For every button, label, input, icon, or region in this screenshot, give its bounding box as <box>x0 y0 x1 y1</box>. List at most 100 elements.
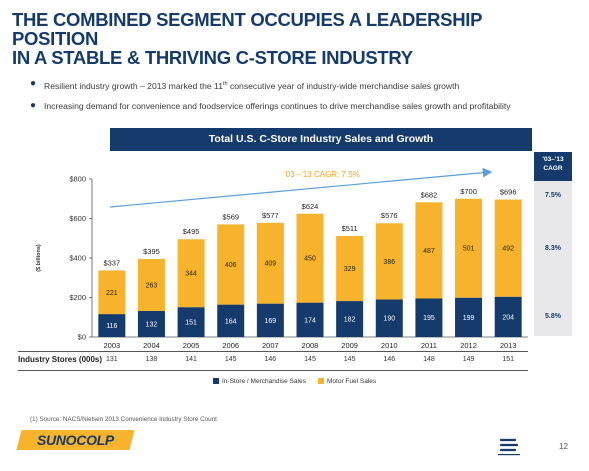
bar-merchandise <box>296 302 324 337</box>
cagr-header: '03–'13 CAGR <box>534 152 572 181</box>
data-label-merchandise: 204 <box>502 314 514 321</box>
page-number: 12 <box>559 442 568 451</box>
data-label-total: $682 <box>421 190 438 199</box>
x-tick-label: 2012 <box>460 341 477 350</box>
data-label-merchandise: 151 <box>185 320 197 327</box>
title-line-2: IN A STABLE & THRIVING C-STORE INDUSTRY <box>12 47 413 68</box>
legend-swatch-merchandise <box>213 378 219 385</box>
data-label-motor-fuel: 450 <box>304 256 316 263</box>
y-tick-label: $0 <box>78 333 86 342</box>
x-tick-label: 2005 <box>183 341 200 350</box>
data-label-motor-fuel: 329 <box>344 266 356 273</box>
bar-motor-fuel <box>415 202 443 299</box>
bar-merchandise <box>494 296 522 337</box>
data-label-total: $577 <box>262 211 279 220</box>
store-count-value: 148 <box>423 356 435 363</box>
industry-stores-row: Industry Stores (000s) 131 138 141 145 146 14… <box>18 351 528 371</box>
bar-merchandise <box>217 304 245 337</box>
data-label-motor-fuel: 487 <box>423 248 435 255</box>
store-count-value: 131 <box>105 356 118 363</box>
store-count-value: 151 <box>502 356 515 363</box>
chart-banner: Total U.S. C-Store Industry Sales and Gr… <box>110 128 532 151</box>
data-label-merchandise: 164 <box>225 318 237 325</box>
data-label-motor-fuel: 406 <box>225 262 237 269</box>
store-count-value: 145 <box>224 356 237 363</box>
page-title: THE COMBINED SEGMENT OCCUPIES A LEADERSH… <box>12 10 572 67</box>
data-label-total: $495 <box>183 227 200 236</box>
bullet-dot-icon: ● <box>30 99 37 111</box>
data-label-merchandise: 116 <box>106 323 117 330</box>
data-label-total: $395 <box>143 247 160 256</box>
bar-merchandise <box>336 301 364 337</box>
bullet-item: ● Resilient industry growth – 2013 marke… <box>30 78 585 92</box>
data-label-total: $624 <box>302 202 319 211</box>
cagr-header-line2: CAGR <box>543 165 563 172</box>
cagr-column <box>534 181 572 336</box>
y-tick-label: $400 <box>69 254 86 263</box>
bullet-list: ● Resilient industry growth – 2013 marke… <box>30 78 585 120</box>
bullet-text-post: consecutive year of industry-wide mercha… <box>227 80 460 91</box>
data-label-motor-fuel: 501 <box>463 246 475 253</box>
bar-motor-fuel <box>494 199 522 297</box>
bar-motor-fuel <box>296 213 324 303</box>
store-count-value: 141 <box>185 356 197 363</box>
data-label-total: $700 <box>460 187 477 196</box>
store-count-value: 146 <box>264 356 277 363</box>
bar-merchandise <box>98 314 126 337</box>
sunoco-logo: SUNOCOLP <box>16 430 135 450</box>
bar-merchandise <box>177 307 205 337</box>
legend-item-fuel: Motor Fuel Sales <box>318 378 376 385</box>
y-tick-label: $800 <box>69 175 86 184</box>
bar-merchandise <box>256 303 284 337</box>
cagr-merch-value: 5.8% <box>545 313 561 320</box>
store-count-value: 138 <box>145 356 158 363</box>
logo-text: SUNOCOLP <box>37 432 114 448</box>
bar-motor-fuel <box>98 270 126 315</box>
bullet-text-sup: th <box>222 81 228 87</box>
data-label-motor-fuel: 221 <box>106 290 118 297</box>
x-tick-label: 2013 <box>500 341 517 350</box>
bar-merchandise <box>375 299 403 337</box>
store-count-value: 145 <box>304 356 316 363</box>
bar-motor-fuel <box>256 222 284 304</box>
legend-label: Motor Fuel Sales <box>327 378 377 385</box>
cagr-header-line1: '03–'13 <box>542 156 564 163</box>
data-label-merchandise: 190 <box>383 316 395 323</box>
store-count-value: 146 <box>383 356 396 363</box>
y-axis-label: ($ billions) <box>36 244 42 272</box>
x-tick-label: 2007 <box>262 341 279 350</box>
data-label-merchandise: 169 <box>265 318 277 325</box>
bullet-text-pre: Resilient industry growth – 2013 marked … <box>44 80 223 91</box>
data-label-merchandise: 132 <box>146 321 158 328</box>
stores-row-label: Industry Stores (000s) <box>18 355 103 364</box>
bar-merchandise <box>137 310 165 337</box>
bar-motor-fuel <box>217 224 245 305</box>
bar-motor-fuel <box>177 239 205 308</box>
energy-transfer-logo-icon <box>498 438 520 456</box>
data-label-total: $696 <box>500 188 517 197</box>
legend-swatch-fuel <box>318 378 324 385</box>
data-label-total: $511 <box>342 224 358 233</box>
bar-merchandise <box>415 298 443 337</box>
data-label-motor-fuel: 344 <box>185 271 197 278</box>
data-label-motor-fuel: 492 <box>502 246 514 253</box>
legend-label: In-Store / Merchandise Sales <box>222 378 306 385</box>
data-label-motor-fuel: 386 <box>383 259 395 266</box>
x-tick-label: 2008 <box>302 341 319 350</box>
source-footnote: (1) Source: NACS/Nielsen 2013 Convenienc… <box>30 416 217 423</box>
data-label-motor-fuel: 263 <box>146 282 158 289</box>
x-tick-label: 2004 <box>143 341 160 350</box>
bar-motor-fuel <box>375 223 403 300</box>
bullet-dot-icon: ● <box>30 78 37 89</box>
data-label-merchandise: 182 <box>344 317 356 324</box>
title-line-1: THE COMBINED SEGMENT OCCUPIES A LEADERSH… <box>12 9 482 49</box>
data-label-merchandise: 174 <box>304 317 316 324</box>
store-count-value: 145 <box>343 356 356 363</box>
store-count-value: 149 <box>462 356 475 363</box>
bar-merchandise <box>455 297 483 337</box>
bar-motor-fuel <box>137 258 165 311</box>
x-tick-label: 2006 <box>222 341 239 350</box>
cagr-annotation: '03 –'13 CAGR: 7.5% <box>284 170 360 179</box>
legend-item-merchandise: In-Store / Merchandise Sales <box>213 378 306 385</box>
